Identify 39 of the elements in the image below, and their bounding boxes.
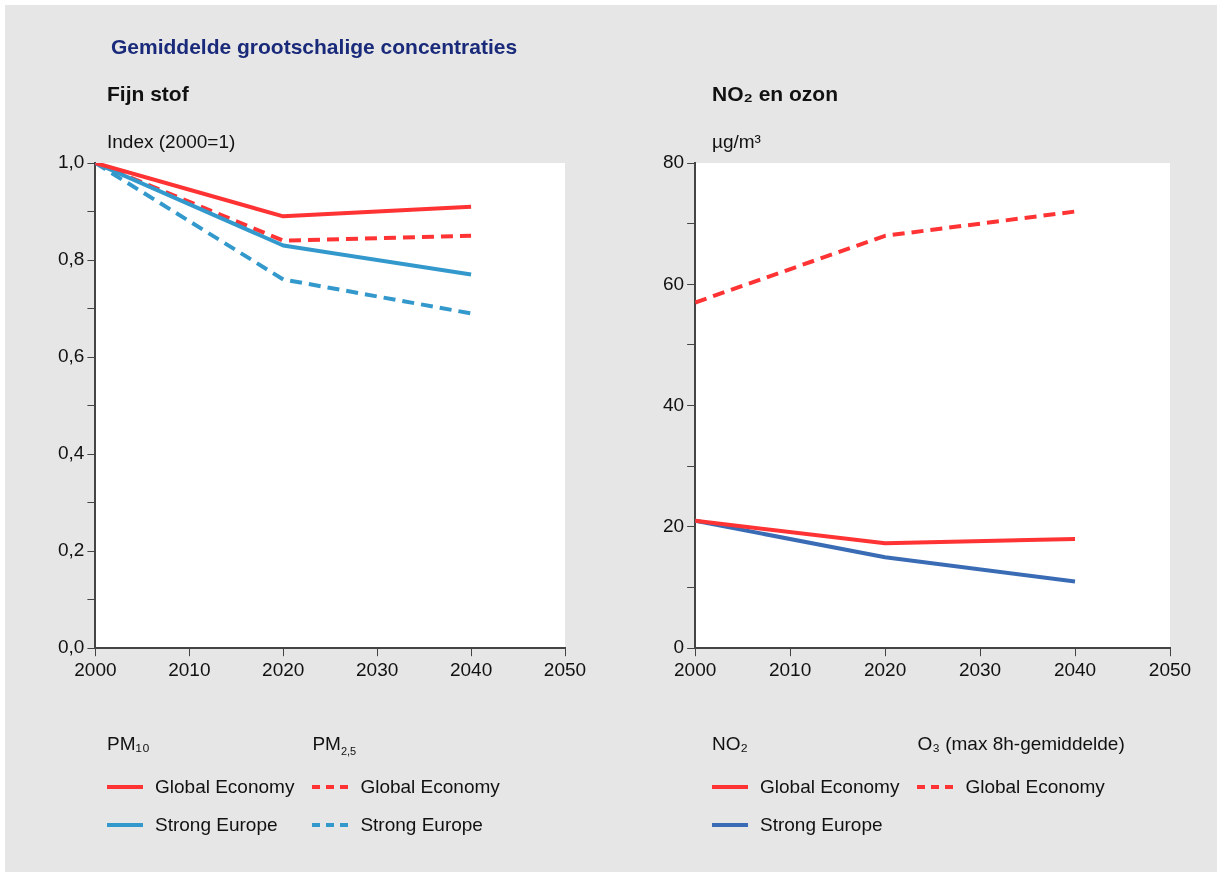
legend-label: Strong Europe [760,814,883,836]
y-tick-label: 20 [662,515,685,537]
y-tick-label: 60 [662,272,685,294]
text: NO₂ [712,733,749,756]
chart-subtitle: Fijn stof [107,82,189,106]
x-tick-label: 2040 [449,658,493,680]
y-tick-label: 0,8 [57,248,85,270]
y-tick-label: 0,6 [57,345,85,367]
text: PM₁₀ [107,733,151,756]
text: O₃ (max 8h-gemiddelde) [917,733,1125,756]
y-tick-label: 0 [673,636,685,658]
x-tick-label: 2050 [1148,658,1192,680]
text: PM$_{2,5}$ [312,733,358,759]
x-tick-label: 2030 [356,658,399,680]
x-tick-label: 2010 [168,658,211,680]
legend-label: Global Economy [155,776,295,798]
chart-subtitle: NO₂ en ozon [712,82,838,106]
chart-title: Gemiddelde grootschalige concentraties [111,35,518,59]
y-tick-label: 40 [662,393,685,415]
x-tick-label: 2020 [262,658,305,680]
y-axis-title: Index (2000=1) [107,131,236,153]
legend-label: Global Economy [965,776,1105,798]
legend-label: Global Economy [360,776,500,798]
x-tick-label: 2000 [74,658,117,680]
y-axis-title: µg/m³ [712,131,761,153]
x-tick-label: 2000 [673,658,717,680]
y-tick-label: 0,0 [57,636,85,658]
legend-label: Strong Europe [155,814,278,836]
legend-label: Strong Europe [360,814,483,836]
x-tick-label: 2040 [1053,658,1097,680]
legend-label: Global Economy [760,776,900,798]
y-tick-label: 1,0 [57,151,85,173]
y-tick-label: 0,2 [57,539,85,561]
x-tick-label: 2010 [768,658,812,680]
y-tick-label: 0,4 [57,442,85,464]
x-tick-label: 2050 [543,658,587,680]
x-tick-label: 2030 [958,658,1002,680]
y-tick-label: 80 [662,151,685,173]
x-tick-label: 2020 [863,658,907,680]
